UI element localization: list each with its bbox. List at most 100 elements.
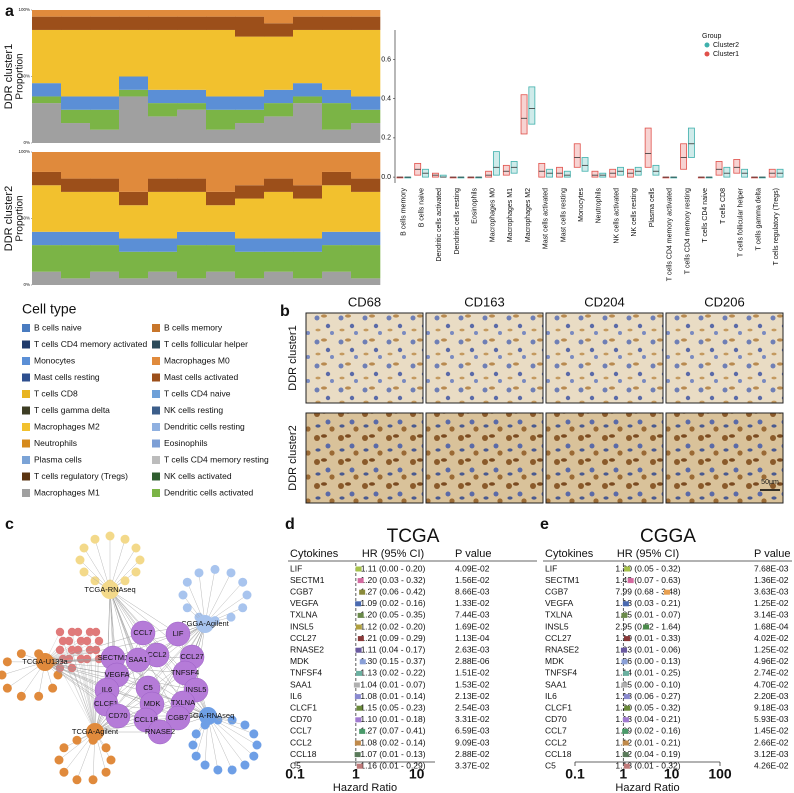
cytokine: CCL7: [545, 726, 567, 736]
hr-ci: 1.13 (0.02 - 0.22): [360, 668, 425, 678]
cytokine: VEGFA: [290, 598, 319, 608]
col-header: P value: [754, 548, 791, 560]
stack-segment: [264, 191, 294, 239]
node-label: IL6: [102, 685, 112, 694]
satellite-node: [67, 645, 77, 655]
stack-segment: [235, 251, 265, 279]
x-tick-label: Dendritic cells activated: [436, 188, 443, 262]
hr-ci: 1.11 (0.04 - 0.17): [361, 644, 426, 654]
legend-swatch: [22, 390, 30, 398]
stack-segment: [264, 178, 294, 192]
satellite-node: [210, 564, 220, 574]
stack-segment: [177, 152, 207, 179]
satellite-node: [58, 636, 68, 646]
p-value: 2.20E-03: [754, 691, 789, 701]
stack-segment: [61, 16, 91, 30]
p-value: 6.59E-03: [455, 726, 490, 736]
hr-marker: [355, 717, 362, 723]
edge: [137, 659, 209, 717]
p-value: 2.88E-06: [455, 656, 490, 666]
stack-segment: [32, 245, 62, 272]
p-value: 1.56E-02: [455, 575, 490, 585]
node-label: CLCF1: [94, 699, 118, 708]
stack-segment: [235, 198, 265, 239]
p-value: 3.37E-02: [455, 760, 490, 770]
ihc-image: [545, 312, 664, 404]
stack-segment: [322, 245, 352, 272]
p-value: 1.33E-02: [455, 598, 490, 608]
x-tick-label: Eosinophils: [472, 188, 479, 224]
stack-segment: [293, 10, 323, 17]
col-header: HR (95% CI): [617, 548, 679, 560]
x-tick-label: T cells CD4 memory resting: [684, 188, 691, 274]
satellite-node: [94, 636, 104, 646]
stack-segment: [61, 231, 91, 246]
p-value: 5.93E-03: [754, 714, 789, 724]
satellite-node: [238, 577, 248, 587]
box: [733, 159, 741, 174]
cytokine-node: [105, 703, 131, 729]
stack-segment: [206, 96, 236, 110]
y-tick-label: 100%: [18, 149, 30, 154]
box: [680, 143, 688, 170]
stack-segment: [32, 29, 62, 84]
edge: [207, 715, 246, 766]
hr-marker: [624, 705, 631, 711]
hr-marker: [354, 740, 361, 746]
stack-segment: [206, 109, 236, 130]
panel-label: a: [5, 3, 14, 20]
hr-marker: [627, 578, 634, 584]
stack-segment: [90, 191, 120, 232]
y-tick-label: 100%: [18, 7, 30, 12]
x-axis-label: Hazard Ratio: [615, 782, 679, 793]
legend-swatch: [22, 324, 30, 332]
box: [563, 170, 571, 178]
edge: [80, 658, 96, 733]
stack-segment: [148, 103, 178, 117]
stack-segment: [177, 245, 207, 279]
stack-segment: [206, 10, 236, 17]
legend-label: Cluster1: [713, 51, 739, 58]
box: [492, 151, 500, 176]
y-tick-label: 0.4: [381, 95, 391, 102]
hr-marker: [355, 601, 362, 607]
satellite-node: [55, 645, 65, 655]
box: [723, 166, 731, 178]
node-label: CCL18: [134, 715, 157, 724]
p-value: 4.09E-02: [455, 563, 490, 573]
x-tick-label: NK cells resting: [631, 188, 638, 237]
legend-label: T cells follicular helper: [164, 339, 248, 349]
stack-segment: [148, 271, 178, 285]
legend-swatch: [152, 423, 160, 431]
hr-ci: 1.27 (0.07 - 0.41): [360, 726, 425, 736]
satellite-node: [2, 683, 12, 693]
stack-segment: [322, 103, 352, 130]
legend-swatch: [22, 439, 30, 448]
stack-segment: [351, 278, 381, 285]
x-tick-label: Monocytes: [578, 188, 585, 222]
node-label: TCGA-U133a: [22, 657, 68, 666]
p-value: 2.88E-02: [455, 749, 490, 759]
stack-segment: [322, 129, 352, 143]
cytokine: SAA1: [545, 679, 567, 689]
x-tick-label: T cells gamma delta: [755, 188, 762, 251]
p-value: 1.69E-02: [455, 621, 490, 631]
box: [687, 127, 695, 158]
y-tick-label: 50%: [21, 74, 30, 79]
edge: [207, 715, 219, 770]
p-value: 8.66E-03: [455, 586, 490, 596]
legend-title: Cell type: [22, 301, 77, 317]
hr-ci: 1.08 (0.01 - 0.14): [360, 691, 425, 701]
satellite-node: [131, 567, 141, 577]
stack-segment: [322, 16, 352, 30]
hr-marker: [353, 682, 360, 688]
satellite-node: [55, 627, 65, 637]
satellite-node: [48, 683, 58, 693]
x-tick-label: Mast cells resting: [560, 188, 567, 242]
legend-swatch: [22, 423, 30, 431]
stack-segment: [90, 245, 120, 272]
p-value: 3.14E-03: [754, 610, 789, 620]
node-label: SECTM1: [98, 653, 128, 662]
